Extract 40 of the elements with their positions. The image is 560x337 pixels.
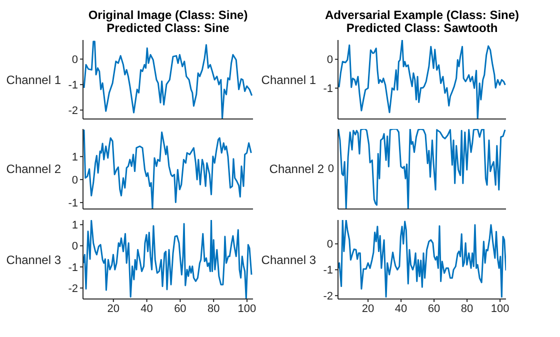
- y-tick-label: -1: [323, 264, 333, 277]
- line-series: [83, 40, 253, 119]
- x-tick-label: 80: [460, 302, 474, 315]
- y-tick-label: -1: [323, 83, 333, 96]
- y-tick-label: -1: [68, 80, 78, 92]
- chart-title: Adversarial Example (Class: Sine): [324, 8, 520, 22]
- y-axis-title: Channel 1: [261, 72, 316, 88]
- chart-subtitle: Predicted Class: Sawtooth: [345, 21, 498, 35]
- chart-title: Original Image (Class: Sine): [87, 8, 249, 22]
- x-tick-label: 40: [140, 302, 153, 315]
- line-series: [83, 220, 252, 299]
- y-axis-title: Channel 1: [6, 72, 61, 88]
- y-tick-label: 1: [72, 220, 78, 232]
- y-tick-label: -1: [68, 197, 78, 210]
- y-tick-label: -2: [68, 282, 78, 295]
- x-tick-label: 20: [107, 302, 120, 315]
- y-tick-label: 0: [72, 174, 78, 186]
- y-tick-label: 0: [326, 54, 333, 66]
- y-tick-label: 0: [72, 54, 78, 66]
- x-tick-label: 60: [174, 302, 186, 315]
- x-tick-label: 100: [238, 302, 256, 315]
- line-series: [338, 40, 506, 119]
- y-tick-label: 0: [72, 240, 78, 253]
- line-series: [338, 220, 506, 298]
- y-axis-title: Channel 2: [269, 161, 324, 177]
- x-tick-label: 60: [428, 302, 440, 315]
- line-series: [83, 129, 252, 209]
- y-tick-label: -2: [68, 104, 78, 117]
- y-axis-title: Channel 2: [6, 161, 61, 177]
- y-tick-label: 1: [72, 151, 78, 164]
- x-tick-label: 100: [490, 302, 510, 315]
- y-tick-label: -1: [68, 262, 78, 274]
- chart-subtitle: Predicted Class: Sine: [106, 21, 230, 35]
- y-axis-title: Channel 3: [261, 252, 316, 268]
- x-tick-label: 80: [207, 302, 220, 315]
- y-axis-title: Channel 3: [6, 252, 61, 268]
- x-tick-label: 20: [362, 302, 374, 315]
- y-tick-label: 0: [326, 238, 333, 251]
- x-tick-label: 40: [394, 302, 408, 315]
- y-tick-label: -2: [323, 290, 333, 303]
